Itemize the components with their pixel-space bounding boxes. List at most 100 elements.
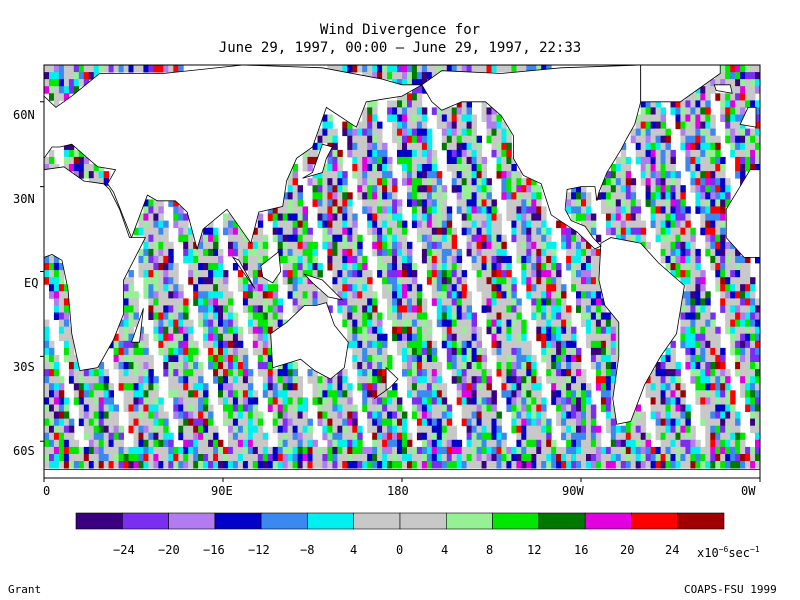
divergence-cell — [83, 418, 90, 427]
divergence-cell — [68, 142, 75, 151]
divergence-cell — [650, 156, 656, 165]
divergence-cell — [407, 241, 413, 250]
divergence-cell — [277, 376, 284, 384]
divergence-cell — [367, 454, 373, 462]
divergence-cell — [541, 248, 547, 257]
divergence-cell — [605, 319, 612, 328]
divergence-cell — [600, 390, 607, 398]
divergence-cell — [93, 418, 100, 427]
divergence-cell — [93, 164, 100, 172]
divergence-cell — [416, 425, 423, 434]
divergence-cell — [287, 199, 293, 207]
divergence-cell — [237, 425, 244, 434]
divergence-cell — [68, 340, 75, 349]
divergence-cell — [128, 362, 134, 370]
divergence-cell — [257, 347, 264, 356]
divergence-cell — [242, 284, 249, 292]
divergence-cell — [446, 418, 453, 427]
divergence-cell — [715, 454, 721, 462]
divergence-cell — [581, 369, 587, 377]
divergence-cell — [277, 255, 284, 264]
divergence-cell — [541, 227, 547, 236]
divergence-cell — [471, 213, 477, 221]
divergence-cell — [571, 213, 577, 221]
divergence-cell — [486, 178, 492, 186]
divergence-cell — [148, 362, 154, 370]
divergence-cell — [755, 255, 761, 264]
divergence-cell — [377, 255, 383, 264]
divergence-cell — [322, 114, 328, 122]
divergence-cell — [103, 65, 110, 73]
divergence-cell — [163, 333, 169, 342]
divergence-cell — [670, 234, 676, 243]
divergence-cell — [183, 390, 189, 398]
divergence-cell — [411, 121, 418, 130]
divergence-cell — [402, 135, 408, 144]
divergence-cell — [387, 354, 393, 363]
divergence-cell — [511, 192, 517, 200]
divergence-cell — [625, 171, 632, 179]
divergence-cell — [247, 454, 254, 462]
divergence-cell — [416, 86, 423, 94]
divergence-cell — [710, 234, 716, 243]
divergence-cell — [680, 418, 686, 427]
divergence-cell — [571, 199, 577, 207]
divergence-cell — [526, 199, 532, 207]
divergence-cell — [660, 234, 666, 243]
divergence-cell — [332, 199, 338, 207]
divergence-cell — [416, 397, 423, 405]
divergence-cell — [700, 100, 706, 108]
divergence-cell — [53, 79, 60, 87]
divergence-cell — [690, 164, 696, 172]
divergence-cell — [456, 206, 463, 214]
divergence-cell — [411, 185, 418, 193]
divergence-cell — [486, 199, 492, 207]
divergence-cell — [456, 142, 463, 151]
divergence-cell — [213, 291, 219, 299]
divergence-cell — [710, 248, 716, 257]
divergence-cell — [168, 376, 174, 384]
divergence-cell — [471, 171, 477, 179]
divergence-cell — [571, 369, 577, 377]
divergence-cell — [755, 369, 761, 377]
divergence-cell — [247, 425, 254, 434]
divergence-cell — [411, 411, 418, 419]
divergence-cell — [153, 397, 159, 405]
divergence-cell — [526, 390, 532, 398]
divergence-cell — [88, 439, 95, 448]
divergence-cell — [551, 362, 557, 370]
divergence-cell — [426, 333, 433, 342]
divergence-cell — [352, 248, 358, 257]
divergence-cell — [471, 199, 477, 207]
divergence-cell — [725, 425, 731, 434]
divergence-cell — [456, 171, 463, 179]
divergence-cell — [108, 383, 114, 391]
divergence-cell — [411, 206, 418, 214]
divergence-cell — [476, 263, 482, 271]
divergence-cell — [168, 312, 174, 320]
divergence-cell — [208, 326, 214, 335]
divergence-cell — [252, 319, 259, 328]
divergence-cell — [576, 291, 582, 299]
divergence-cell — [531, 390, 537, 398]
divergence-cell — [541, 340, 547, 349]
divergence-cell — [411, 298, 418, 306]
divergence-cell — [431, 362, 438, 370]
divergence-cell — [426, 255, 433, 264]
divergence-cell — [108, 65, 114, 73]
divergence-cell — [710, 432, 716, 441]
divergence-cell — [53, 86, 60, 94]
divergence-cell — [680, 390, 686, 398]
divergence-cell — [705, 354, 711, 363]
divergence-cell — [451, 107, 458, 115]
divergence-cell — [317, 383, 323, 391]
divergence-cell — [670, 411, 676, 419]
divergence-cell — [645, 383, 651, 391]
divergence-cell — [411, 383, 418, 391]
divergence-cell — [138, 65, 144, 73]
divergence-cell — [660, 397, 666, 405]
divergence-cell — [695, 277, 701, 285]
divergence-cell — [710, 340, 716, 349]
divergence-cell — [367, 100, 373, 108]
divergence-cell — [526, 178, 532, 186]
